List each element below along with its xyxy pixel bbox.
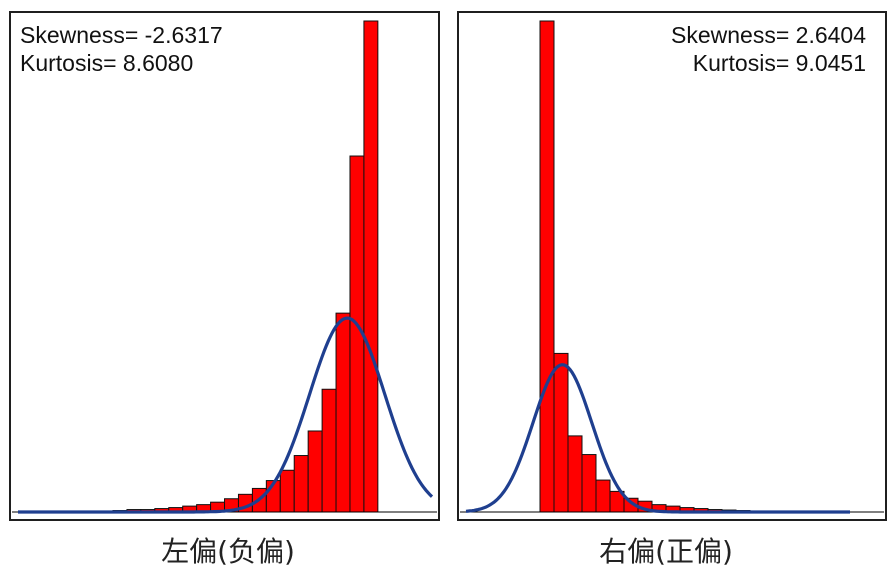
right-caption: 右偏(正偏) xyxy=(599,535,733,568)
left-bar-18 xyxy=(363,20,379,513)
right-bar-2 xyxy=(567,435,583,513)
right-bar-0 xyxy=(539,20,555,513)
left-bar-14 xyxy=(307,430,323,513)
right-panel-frame xyxy=(457,11,887,521)
left-kurtosis-label: Kurtosis= 8.6080 xyxy=(20,50,193,76)
right-skew-panel: Skewness= 2.6404 Kurtosis= 9.0451 xyxy=(457,11,887,521)
left-skew-panel: Skewness= -2.6317 Kurtosis= 8.6080 xyxy=(9,11,440,521)
right-skewness-label: Skewness= 2.6404 xyxy=(671,22,866,48)
left-bar-15 xyxy=(321,388,337,513)
left-skewness-label: Skewness= -2.6317 xyxy=(20,22,223,48)
right-kurtosis-label: Kurtosis= 9.0451 xyxy=(693,50,866,76)
right-bar-3 xyxy=(581,454,597,513)
left-bar-16 xyxy=(335,312,351,513)
right-normal-curve xyxy=(465,363,850,514)
left-bar-13 xyxy=(293,455,309,513)
left-bar-12 xyxy=(279,469,295,513)
left-caption: 左偏(负偏) xyxy=(161,535,295,568)
right-bar-1 xyxy=(553,352,569,513)
left-normal-curve xyxy=(18,316,434,514)
right-bar-4 xyxy=(595,479,611,513)
